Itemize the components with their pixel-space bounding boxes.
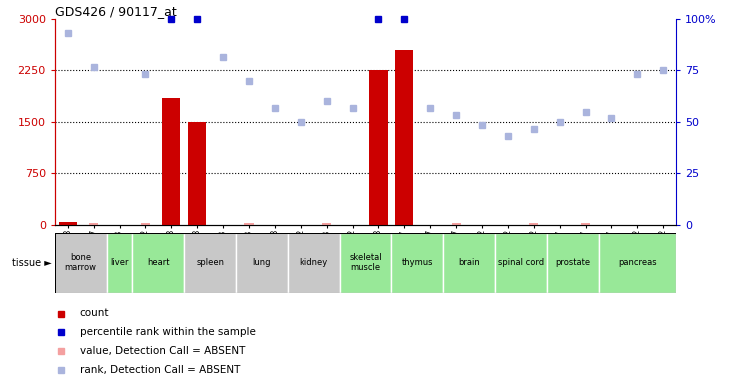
Bar	[322, 223, 331, 225]
Bar	[391, 232, 443, 292]
Bar	[443, 232, 495, 292]
Bar	[193, 223, 202, 225]
Bar	[529, 223, 538, 225]
Bar	[188, 122, 206, 225]
Bar	[184, 232, 236, 292]
Text: skeletal
muscle: skeletal muscle	[349, 253, 382, 272]
Bar	[340, 232, 391, 292]
Bar	[236, 232, 288, 292]
Text: kidney: kidney	[300, 258, 327, 267]
Text: percentile rank within the sample: percentile rank within the sample	[80, 327, 256, 337]
Bar	[400, 223, 409, 225]
Bar	[452, 223, 461, 225]
Text: heart: heart	[147, 258, 170, 267]
Text: spleen: spleen	[196, 258, 224, 267]
Text: GDS426 / 90117_at: GDS426 / 90117_at	[55, 4, 177, 18]
Bar	[132, 232, 184, 292]
Bar	[64, 222, 72, 225]
Text: spinal cord: spinal cord	[498, 258, 544, 267]
Bar	[599, 232, 676, 292]
Text: prostate: prostate	[555, 258, 590, 267]
Bar	[58, 222, 77, 225]
Bar	[107, 232, 132, 292]
Text: value, Detection Call = ABSENT: value, Detection Call = ABSENT	[80, 346, 245, 356]
Text: thymus: thymus	[401, 258, 433, 267]
Bar	[395, 50, 414, 225]
Bar	[547, 232, 599, 292]
Bar	[288, 232, 340, 292]
Bar	[495, 232, 547, 292]
Bar	[369, 70, 387, 225]
Bar	[55, 232, 107, 292]
Text: lung: lung	[253, 258, 271, 267]
Bar	[89, 223, 98, 225]
Text: count: count	[80, 309, 109, 318]
Bar	[244, 223, 254, 225]
Text: pancreas: pancreas	[618, 258, 656, 267]
Text: tissue ►: tissue ►	[12, 258, 52, 267]
Text: brain: brain	[458, 258, 480, 267]
Text: bone
marrow: bone marrow	[65, 253, 96, 272]
Bar	[162, 98, 181, 225]
Text: rank, Detection Call = ABSENT: rank, Detection Call = ABSENT	[80, 365, 240, 375]
Bar	[141, 223, 150, 225]
Text: liver: liver	[110, 258, 129, 267]
Bar	[581, 223, 590, 225]
